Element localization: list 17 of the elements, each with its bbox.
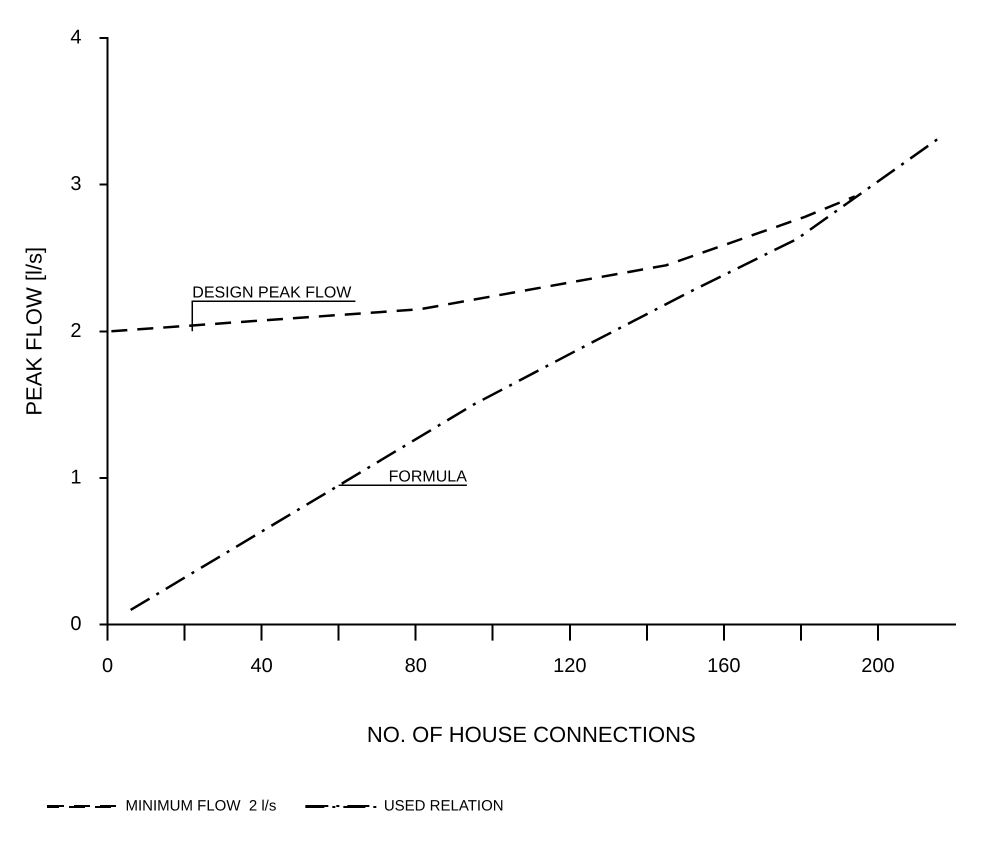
legend-label: USED RELATION (384, 798, 504, 815)
x-tick-label: 40 (250, 655, 273, 678)
y-tick-label: 1 (70, 466, 82, 488)
legend-label: MINIMUM FLOW 2 l/s (126, 798, 276, 815)
x-axis-title: NO. OF HOUSE CONNECTIONS (366, 722, 696, 747)
x-tick-label: 160 (707, 655, 741, 678)
y-axis-title: PEAK FLOW [l/s] (21, 246, 46, 416)
annotation: FORMULA (388, 468, 468, 486)
x-tick-label: 80 (404, 655, 427, 678)
y-tick-label: 4 (70, 26, 82, 49)
annotation: DESIGN PEAK FLOW (192, 284, 352, 302)
x-tick-label: 200 (861, 655, 895, 678)
x-tick-label: 0 (102, 655, 114, 678)
y-tick-label: 2 (70, 320, 82, 342)
y-tick-label: 3 (70, 173, 82, 196)
y-tick-label: 0 (70, 613, 82, 636)
x-tick-label: 120 (553, 655, 586, 678)
